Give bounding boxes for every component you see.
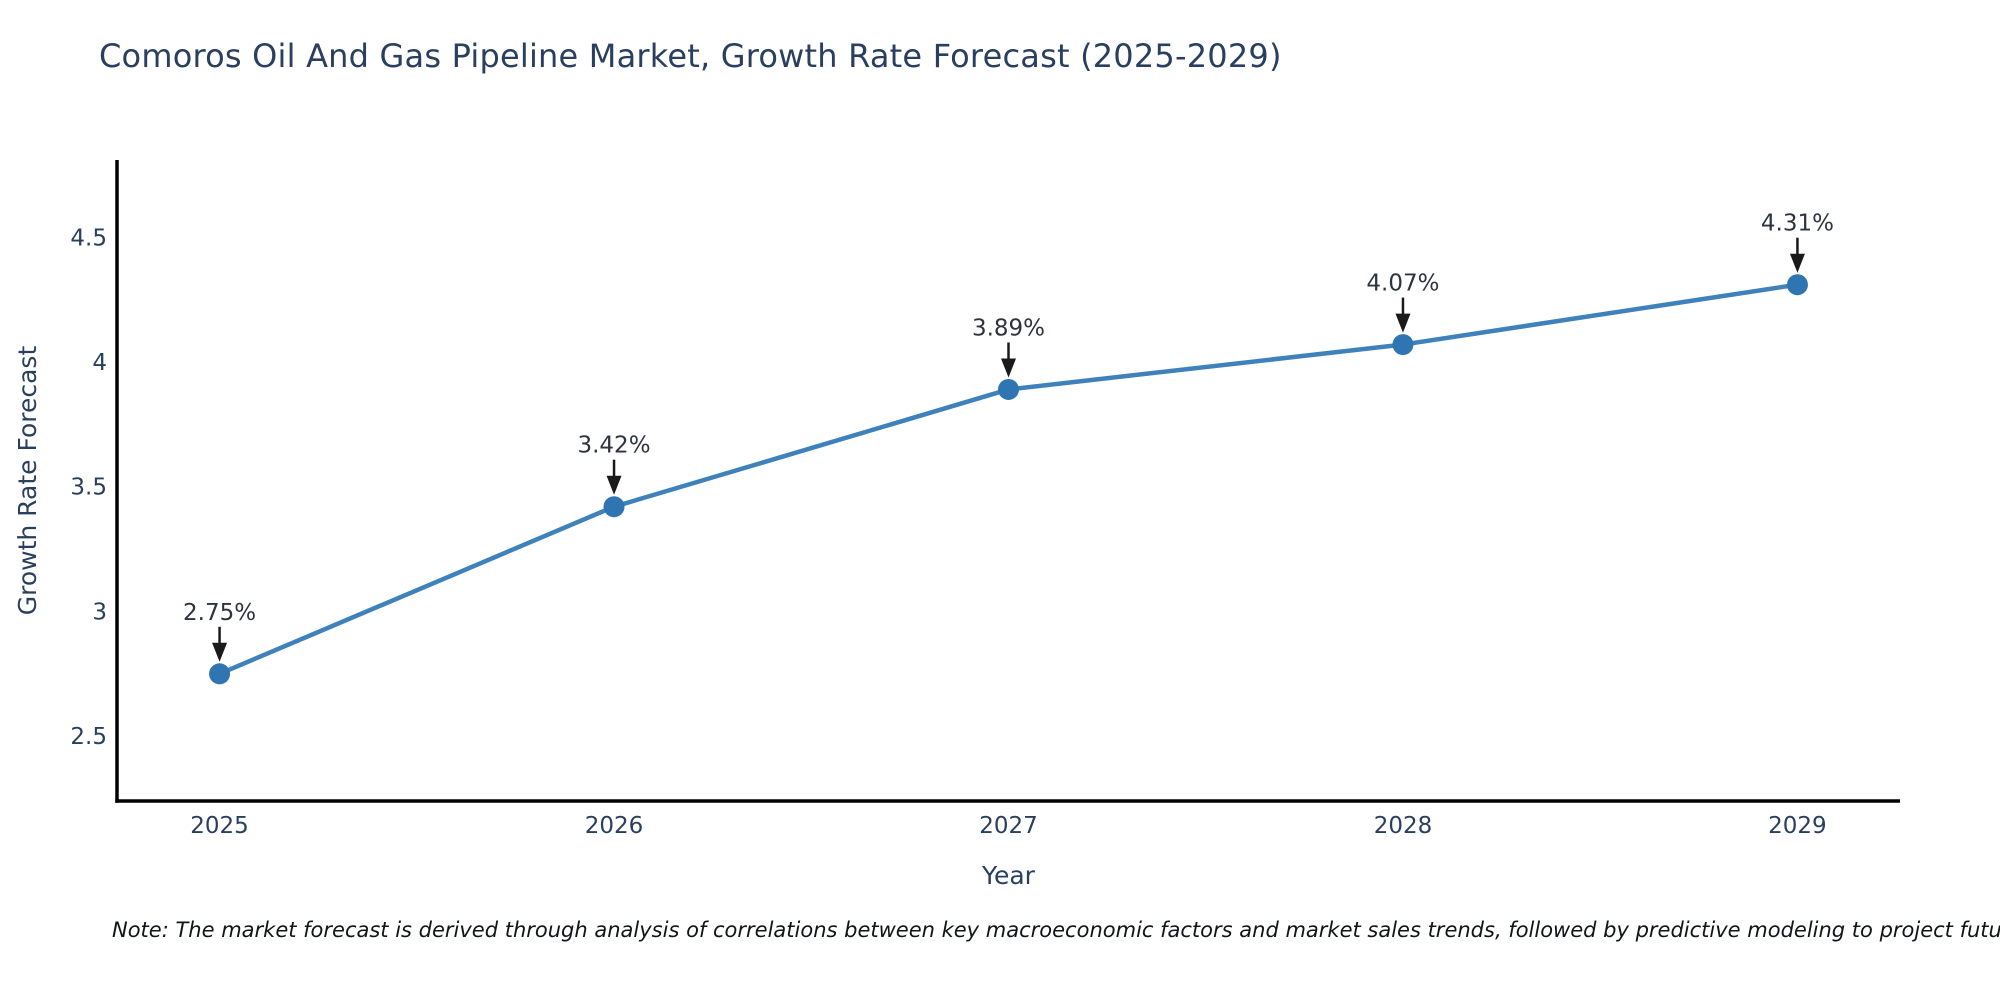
y-tick-label: 3 [92,599,107,625]
annotation-label: 4.07% [1366,271,1439,297]
annotation-arrow-head [1001,358,1016,378]
annotation-arrow-head [606,475,622,495]
x-tick-label: 2028 [1374,813,1433,839]
annotation-label: 4.31% [1761,211,1834,237]
x-tick-label: 2029 [1768,813,1827,839]
annotation-label: 2.75% [183,600,256,626]
x-tick-label: 2025 [190,813,249,839]
annotation-label: 3.89% [972,315,1045,341]
data-point-marker [1786,274,1808,296]
data-point-marker [209,663,231,685]
y-axis-title: Growth Rate Forecast [13,346,42,616]
footnote: Note: The market forecast is derived thr… [112,918,2000,942]
x-tick-label: 2026 [585,813,644,839]
y-tick-label: 4 [92,350,107,376]
annotation-label: 3.42% [577,433,650,459]
chart-title: Comoros Oil And Gas Pipeline Market, Gro… [99,37,1282,75]
x-axis-title: Year [981,861,1036,890]
y-tick-label: 2.5 [70,724,107,750]
data-point-marker [603,496,625,518]
data-point-marker [1392,334,1414,356]
x-tick-label: 2027 [979,813,1038,839]
annotation-arrow-head [212,642,228,662]
y-tick-label: 4.5 [70,225,107,251]
y-tick-label: 3.5 [70,475,107,501]
annotation-arrow-head [1395,313,1411,333]
annotation-arrow-head [1789,253,1805,273]
data-point-marker [998,378,1019,400]
